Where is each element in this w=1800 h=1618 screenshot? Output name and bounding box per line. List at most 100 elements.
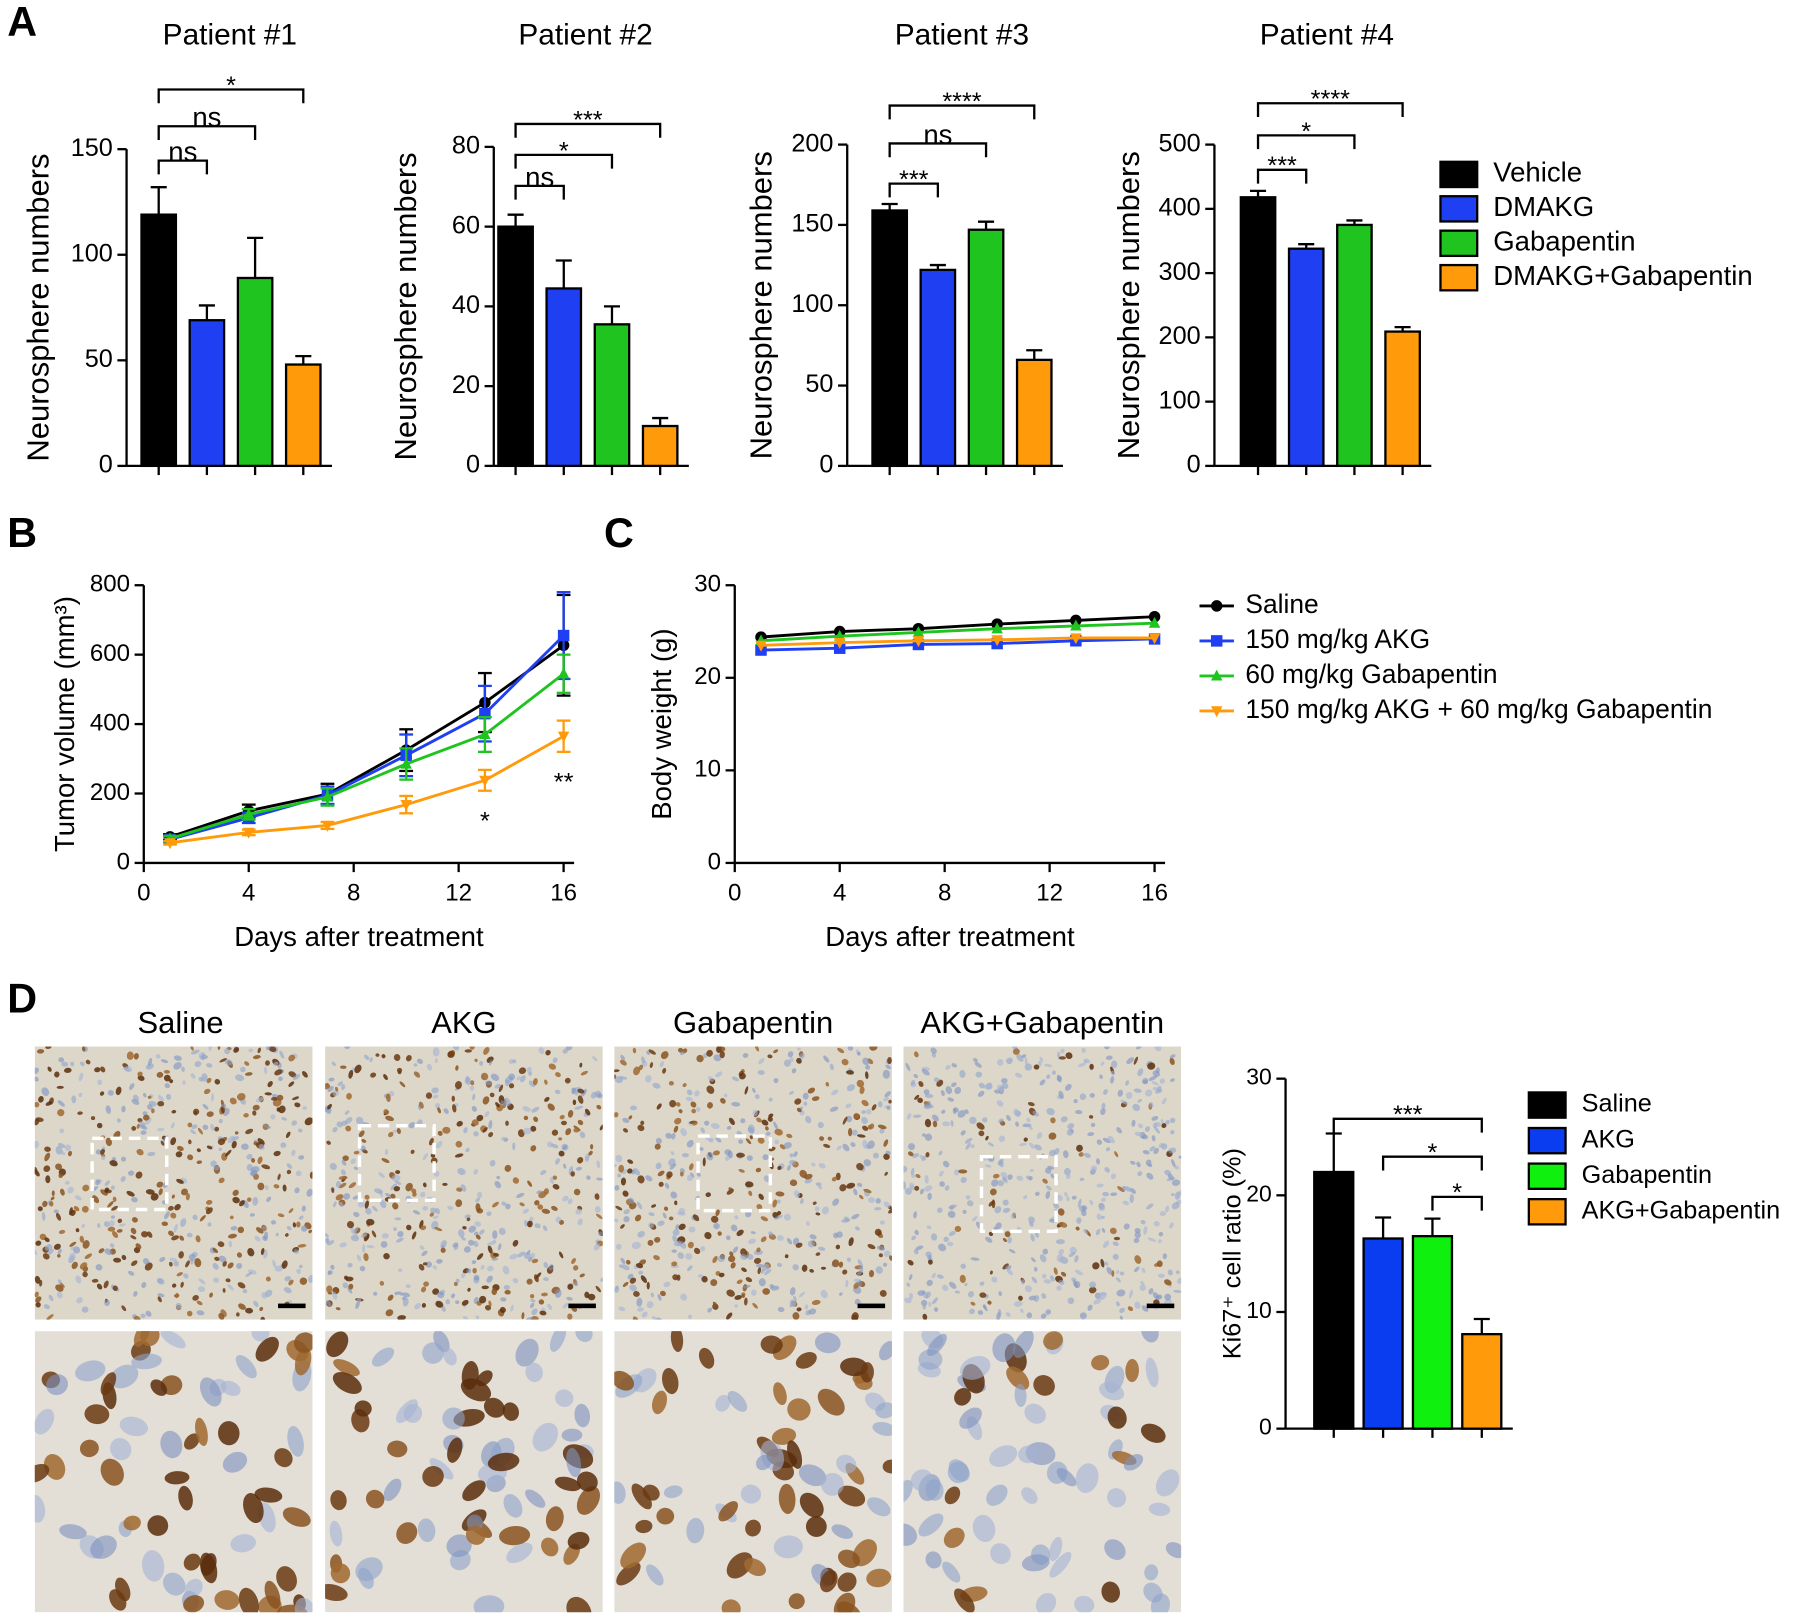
stain-dot <box>265 1276 271 1282</box>
y-tick-label: 200 <box>791 129 833 157</box>
stain-dot <box>1051 1070 1056 1075</box>
stain-dot <box>1023 1137 1028 1142</box>
stain-dot <box>104 1187 110 1193</box>
stain-dot <box>292 1222 297 1228</box>
stain-dot <box>90 1116 96 1121</box>
stain-dot <box>576 1486 600 1515</box>
stain-dot <box>970 1301 976 1306</box>
stain-dot <box>474 1231 479 1236</box>
stain-dot <box>882 1262 888 1267</box>
stain-dot <box>1064 1083 1072 1091</box>
stain-dot <box>869 1046 878 1051</box>
stain-dot <box>992 1173 1000 1179</box>
stain-dot <box>364 1194 370 1200</box>
significance-label: * <box>1452 1179 1462 1207</box>
stain-dot <box>726 1289 735 1297</box>
stain-dot <box>301 1205 306 1212</box>
stain-dot <box>861 1110 866 1114</box>
stain-dot <box>42 1200 48 1208</box>
stain-dot <box>671 1249 677 1253</box>
stain-dot <box>567 1283 574 1290</box>
bar <box>593 323 631 468</box>
stain-dot <box>103 1280 109 1289</box>
stain-dot <box>331 1061 336 1066</box>
stain-dot <box>949 1205 955 1211</box>
significance-bracket <box>157 125 257 140</box>
stain-dot <box>633 1066 641 1076</box>
stain-dot <box>665 1132 672 1139</box>
stain-dot <box>1103 1046 1110 1050</box>
stain-dot <box>1116 1127 1123 1134</box>
stain-dot <box>73 1206 80 1212</box>
stain-dot <box>773 1535 803 1559</box>
stain-dot <box>1091 1165 1098 1172</box>
stain-dot <box>989 1270 993 1275</box>
stain-dot <box>758 1057 765 1065</box>
stain-dot <box>421 1302 427 1308</box>
stain-dot <box>1007 1174 1013 1180</box>
stain-dot <box>549 1177 555 1184</box>
x-axis-label: Days after treatment <box>825 921 1075 952</box>
stain-dot <box>837 1572 857 1592</box>
stain-dot <box>353 1150 360 1155</box>
stain-dot <box>859 1086 865 1095</box>
stain-dot <box>157 1101 165 1107</box>
stain-dot <box>451 1095 455 1102</box>
stain-dot <box>34 1408 55 1435</box>
stain-dot <box>1045 1167 1052 1174</box>
y-tick-label: 300 <box>1159 258 1201 286</box>
stain-dot <box>504 1079 510 1087</box>
stain-dot <box>173 1260 179 1267</box>
panel-letter: C <box>604 510 634 556</box>
stain-dot <box>339 1065 347 1069</box>
stain-dot <box>486 1275 493 1283</box>
stain-dot <box>91 1278 99 1283</box>
stain-dot <box>885 1064 892 1070</box>
stain-dot <box>757 1137 765 1144</box>
stain-dot <box>288 1081 295 1087</box>
stain-dot <box>697 1274 704 1278</box>
stain-dot <box>1123 1454 1144 1471</box>
stain-dot <box>190 1049 200 1055</box>
stain-dot <box>1147 1237 1157 1242</box>
stain-dot <box>501 1201 507 1206</box>
stain-dot <box>214 1165 220 1171</box>
stain-dot <box>566 1447 582 1478</box>
stain-dot <box>866 1568 892 1588</box>
stain-dot <box>503 1284 510 1290</box>
stain-dot <box>906 1282 911 1287</box>
stain-dot <box>262 1235 268 1242</box>
stain-dot <box>997 1308 1002 1317</box>
stain-dot <box>1154 1121 1161 1127</box>
stain-dot <box>264 1185 269 1191</box>
stain-dot <box>614 1069 620 1073</box>
stain-dot <box>1165 1205 1170 1213</box>
stain-dot <box>135 1243 142 1250</box>
stain-dot <box>1146 1203 1154 1210</box>
stain-dot <box>79 1439 99 1458</box>
bar <box>188 319 226 468</box>
stain-dot <box>948 1230 956 1236</box>
stain-dot <box>158 1188 163 1196</box>
stain-dot <box>117 1218 123 1224</box>
stain-dot <box>913 1211 918 1219</box>
stain-dot <box>1096 1213 1102 1221</box>
stain-dot <box>878 1341 892 1361</box>
stain-dot <box>206 1063 213 1068</box>
stain-dot <box>1028 1176 1033 1181</box>
stain-dot <box>95 1149 102 1155</box>
stain-dot <box>989 1188 997 1196</box>
stain-dot <box>537 1204 544 1210</box>
stain-dot <box>1153 1221 1160 1227</box>
stain-dot <box>525 1317 533 1320</box>
stain-dot <box>139 1124 148 1130</box>
stain-dot <box>414 1302 421 1310</box>
stain-dot <box>574 1105 584 1110</box>
chart-title: Patient #2 <box>518 19 652 52</box>
stain-dot <box>97 1079 103 1086</box>
stain-dot <box>947 1097 955 1102</box>
stain-dot <box>472 1093 476 1101</box>
stain-dot <box>1082 1153 1091 1157</box>
stain-dot <box>942 1121 951 1127</box>
